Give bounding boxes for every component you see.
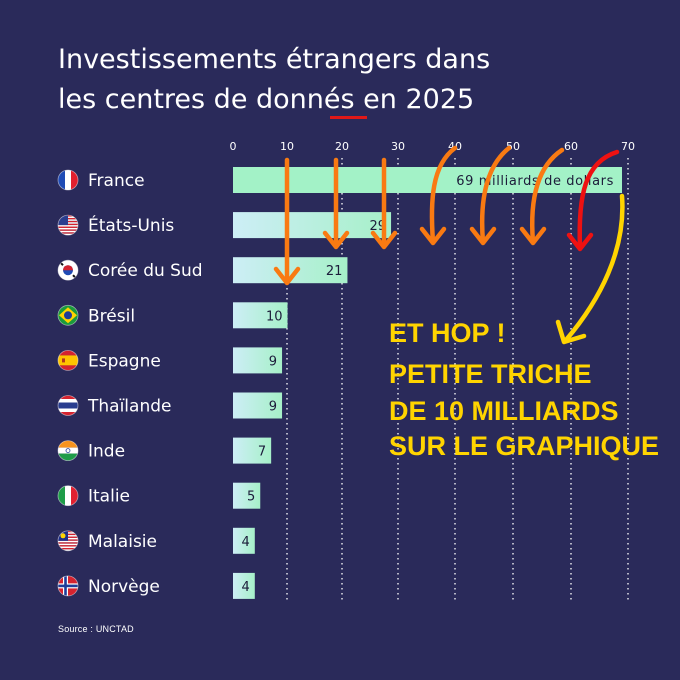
bar-4 (233, 347, 283, 374)
bar-0 (233, 167, 622, 193)
bars (233, 167, 622, 599)
arrow-60-icon (529, 147, 565, 245)
x-tick-label-60: 60 (564, 140, 578, 153)
bar-value-label-5: 9 (269, 400, 277, 415)
category-label-8: Malaisie (88, 532, 157, 552)
category-label-9: Norvège (88, 577, 160, 597)
x-tick-label-10: 10 (280, 140, 294, 153)
annotation-line-2: PETITE TRICHE (389, 359, 592, 389)
bar-1 (233, 212, 392, 239)
x-tick-label-20: 20 (335, 140, 349, 153)
x-tick-label-30: 30 (391, 140, 405, 153)
bar-8 (233, 527, 255, 554)
source-note: Source : UNCTAD (58, 624, 134, 634)
x-tick-label-70: 70 (621, 140, 635, 153)
category-label-4: Espagne (88, 351, 161, 371)
bar-7 (233, 482, 261, 509)
annotation-text: ET HOP ! PETITE TRICHE DE 10 MILLIARDS SUR … (389, 318, 659, 461)
grid-lines (286, 158, 629, 600)
category-label-7: Italie (88, 487, 130, 507)
flag-france-icon (57, 169, 79, 191)
bar-value-label-8: 4 (242, 535, 250, 550)
flag-usa-icon (57, 214, 79, 236)
arrow-70-icon (577, 149, 620, 251)
title-line-1: Investissements étrangers dans (58, 44, 491, 75)
flag-india-icon (57, 440, 79, 462)
chart-title: Investissements étrangers dans les centr… (58, 40, 658, 120)
bar-value-label-9: 4 (242, 580, 250, 595)
yellow-arrow-icon (563, 193, 625, 343)
flag-thailand-icon (57, 395, 79, 416)
flags (57, 169, 79, 597)
flag-south-korea-icon (57, 259, 79, 281)
category-label-6: Inde (88, 442, 125, 462)
category-label-5: Thaïlande (87, 397, 171, 417)
bar-5 (233, 392, 283, 419)
flag-italy-icon (57, 485, 79, 507)
bar-value-label-2: 21 (326, 264, 343, 279)
bar-value-label-3: 10 (266, 309, 283, 324)
bar-6 (233, 437, 272, 464)
annotation-line-1: ET HOP ! (389, 318, 506, 348)
x-axis-ticks: 0 10 20 30 40 50 60 70 (230, 140, 636, 153)
bar-9 (233, 572, 255, 599)
category-labels: 69 milliards de dollarsFrance29États-Uni… (87, 171, 614, 597)
category-label-0: France (88, 171, 145, 191)
x-tick-label-0: 0 (230, 140, 237, 153)
arrow-40-icon (429, 145, 458, 245)
arrow-50-icon (479, 145, 512, 245)
title-underline (330, 116, 367, 119)
bar-value-label-6: 7 (258, 445, 266, 460)
category-label-1: États-Unis (88, 214, 174, 236)
category-label-2: Corée du Sud (88, 261, 203, 281)
flag-spain-icon (57, 349, 79, 371)
bar-3 (233, 302, 288, 329)
annotation-arrows (273, 145, 625, 345)
category-label-3: Brésil (88, 306, 135, 326)
annotation-line-3: DE 10 MILLIARDS (389, 396, 619, 426)
flag-norway-icon (57, 575, 79, 597)
flag-brazil-icon (57, 304, 79, 326)
title-line-2: les centres de donnés en 2025 (58, 84, 475, 115)
bar-value-label-0: 69 milliards de dollars (456, 174, 614, 189)
bar-value-label-4: 9 (269, 354, 277, 369)
flag-malaysia-icon (57, 530, 79, 552)
annotation-line-4: SUR LE GRAPHIQUE (389, 431, 659, 461)
bar-value-label-7: 5 (247, 490, 255, 505)
